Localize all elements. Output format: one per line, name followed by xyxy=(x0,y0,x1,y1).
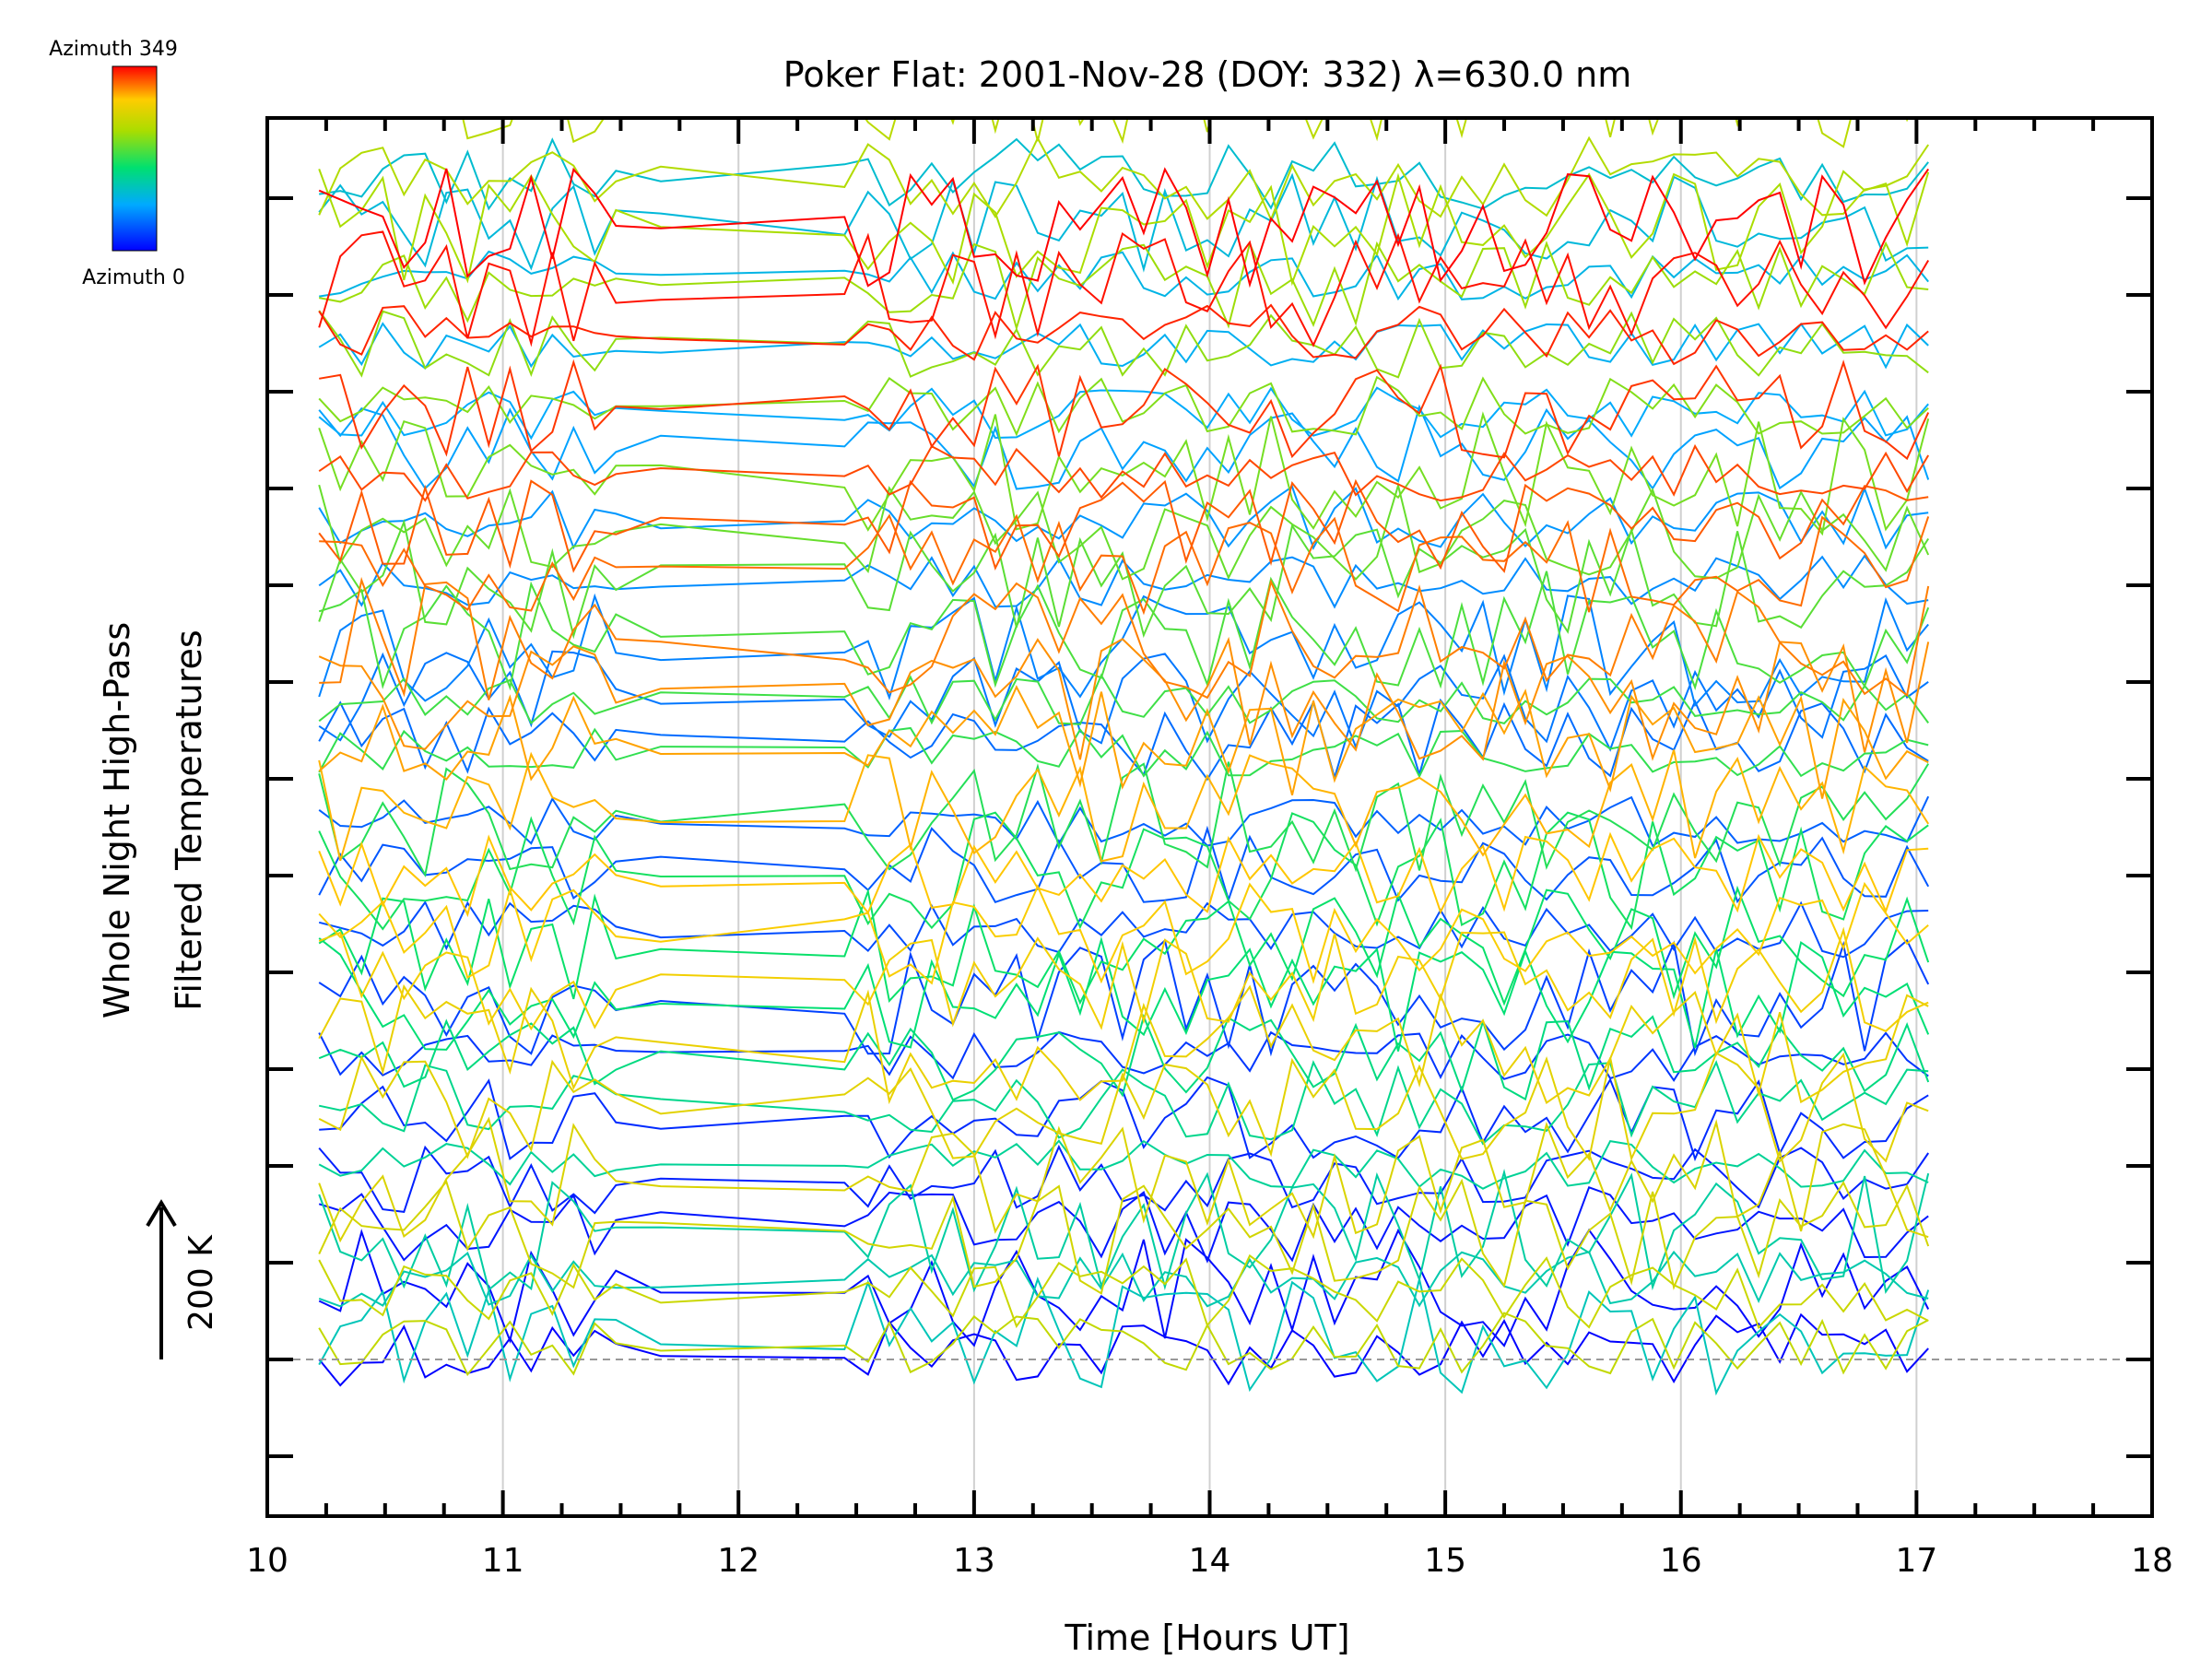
series-line xyxy=(318,593,1929,708)
series-line xyxy=(318,650,1929,752)
series-line xyxy=(319,513,1930,616)
series-line xyxy=(318,386,1929,441)
series-line xyxy=(318,761,1930,878)
series-line xyxy=(318,404,1930,490)
x-tick-label: 10 xyxy=(246,1542,288,1580)
series-line xyxy=(318,167,1930,288)
x-tick-label: 12 xyxy=(717,1542,759,1580)
series-line xyxy=(318,443,1930,502)
series-line xyxy=(318,554,1929,609)
series-line xyxy=(318,481,1930,581)
series-line xyxy=(318,375,1929,437)
series-line xyxy=(318,1253,1929,1330)
series-line xyxy=(318,571,1930,691)
grid xyxy=(501,118,1918,1516)
series-line xyxy=(318,310,1929,379)
y-axis-label-line1: Whole Night High-Pass xyxy=(97,622,137,1018)
series-line xyxy=(319,1076,1929,1162)
series-line xyxy=(318,1168,1930,1294)
chart-title: Poker Flat: 2001-Nov-28 (DOY: 332) λ=630… xyxy=(783,54,1631,95)
series-line xyxy=(318,935,1930,1052)
series-line xyxy=(318,1013,1930,1101)
series-line xyxy=(318,685,1929,799)
x-tick-label: 11 xyxy=(482,1542,524,1580)
x-axis-label: Time [Hours UT] xyxy=(1064,1618,1349,1658)
scale-arrow-head xyxy=(146,1199,177,1228)
y-axis-label-line2: Filtered Temperatures xyxy=(169,629,209,1010)
series-line xyxy=(318,1030,1929,1083)
x-tick-label: 16 xyxy=(1660,1542,1702,1580)
series-line xyxy=(318,881,1929,985)
series-line xyxy=(318,411,1930,536)
series-line xyxy=(319,137,1929,211)
series-line xyxy=(318,926,1929,1032)
series-line xyxy=(318,478,1929,573)
series-line xyxy=(318,1250,1929,1308)
series-line xyxy=(318,726,1929,779)
colorbar-top-label: Azimuth 349 xyxy=(49,38,178,61)
series-line xyxy=(318,1139,1929,1190)
x-tick-label: 14 xyxy=(1189,1542,1231,1580)
series-line xyxy=(318,1116,1929,1243)
series-line xyxy=(318,636,1930,761)
x-tick-label: 18 xyxy=(2131,1542,2173,1580)
series-line xyxy=(318,485,1929,550)
series-line xyxy=(318,135,1930,222)
axis-ticks xyxy=(265,118,2154,1516)
series-line xyxy=(318,1228,1930,1347)
series-line xyxy=(318,831,1929,918)
series-group xyxy=(318,118,1930,1396)
series-line xyxy=(318,1312,1929,1387)
x-tick-label: 13 xyxy=(953,1542,995,1580)
series-line xyxy=(319,250,1929,301)
series-line xyxy=(318,1178,1930,1295)
x-tick-label: 17 xyxy=(1895,1542,1937,1580)
colorbar-bottom-label: Azimuth 0 xyxy=(82,266,185,289)
series-line xyxy=(318,1052,1929,1163)
scale-label: 200 K xyxy=(182,1234,220,1331)
series-line xyxy=(318,172,1929,273)
x-tick-labels: 10 11 12 13 14 15 16 17 18 xyxy=(246,1542,2173,1580)
series-line xyxy=(318,983,1929,1105)
series-line xyxy=(318,811,1929,931)
series-line xyxy=(318,230,1930,347)
series-line xyxy=(318,673,1930,725)
series-line xyxy=(318,322,1929,371)
series-line xyxy=(318,825,1930,904)
series-line xyxy=(318,1186,1929,1264)
series-line xyxy=(318,1144,1930,1215)
series-line xyxy=(318,885,1930,1006)
series-line xyxy=(319,359,1930,461)
series-line xyxy=(318,1312,1929,1377)
series-line xyxy=(318,900,1929,959)
series-line xyxy=(318,698,1929,782)
series-line xyxy=(319,576,1930,700)
series-line xyxy=(319,241,1929,332)
series-line xyxy=(318,749,1930,863)
colorbar xyxy=(112,65,158,252)
x-tick-label: 15 xyxy=(1424,1542,1466,1580)
series-line xyxy=(318,303,1929,366)
